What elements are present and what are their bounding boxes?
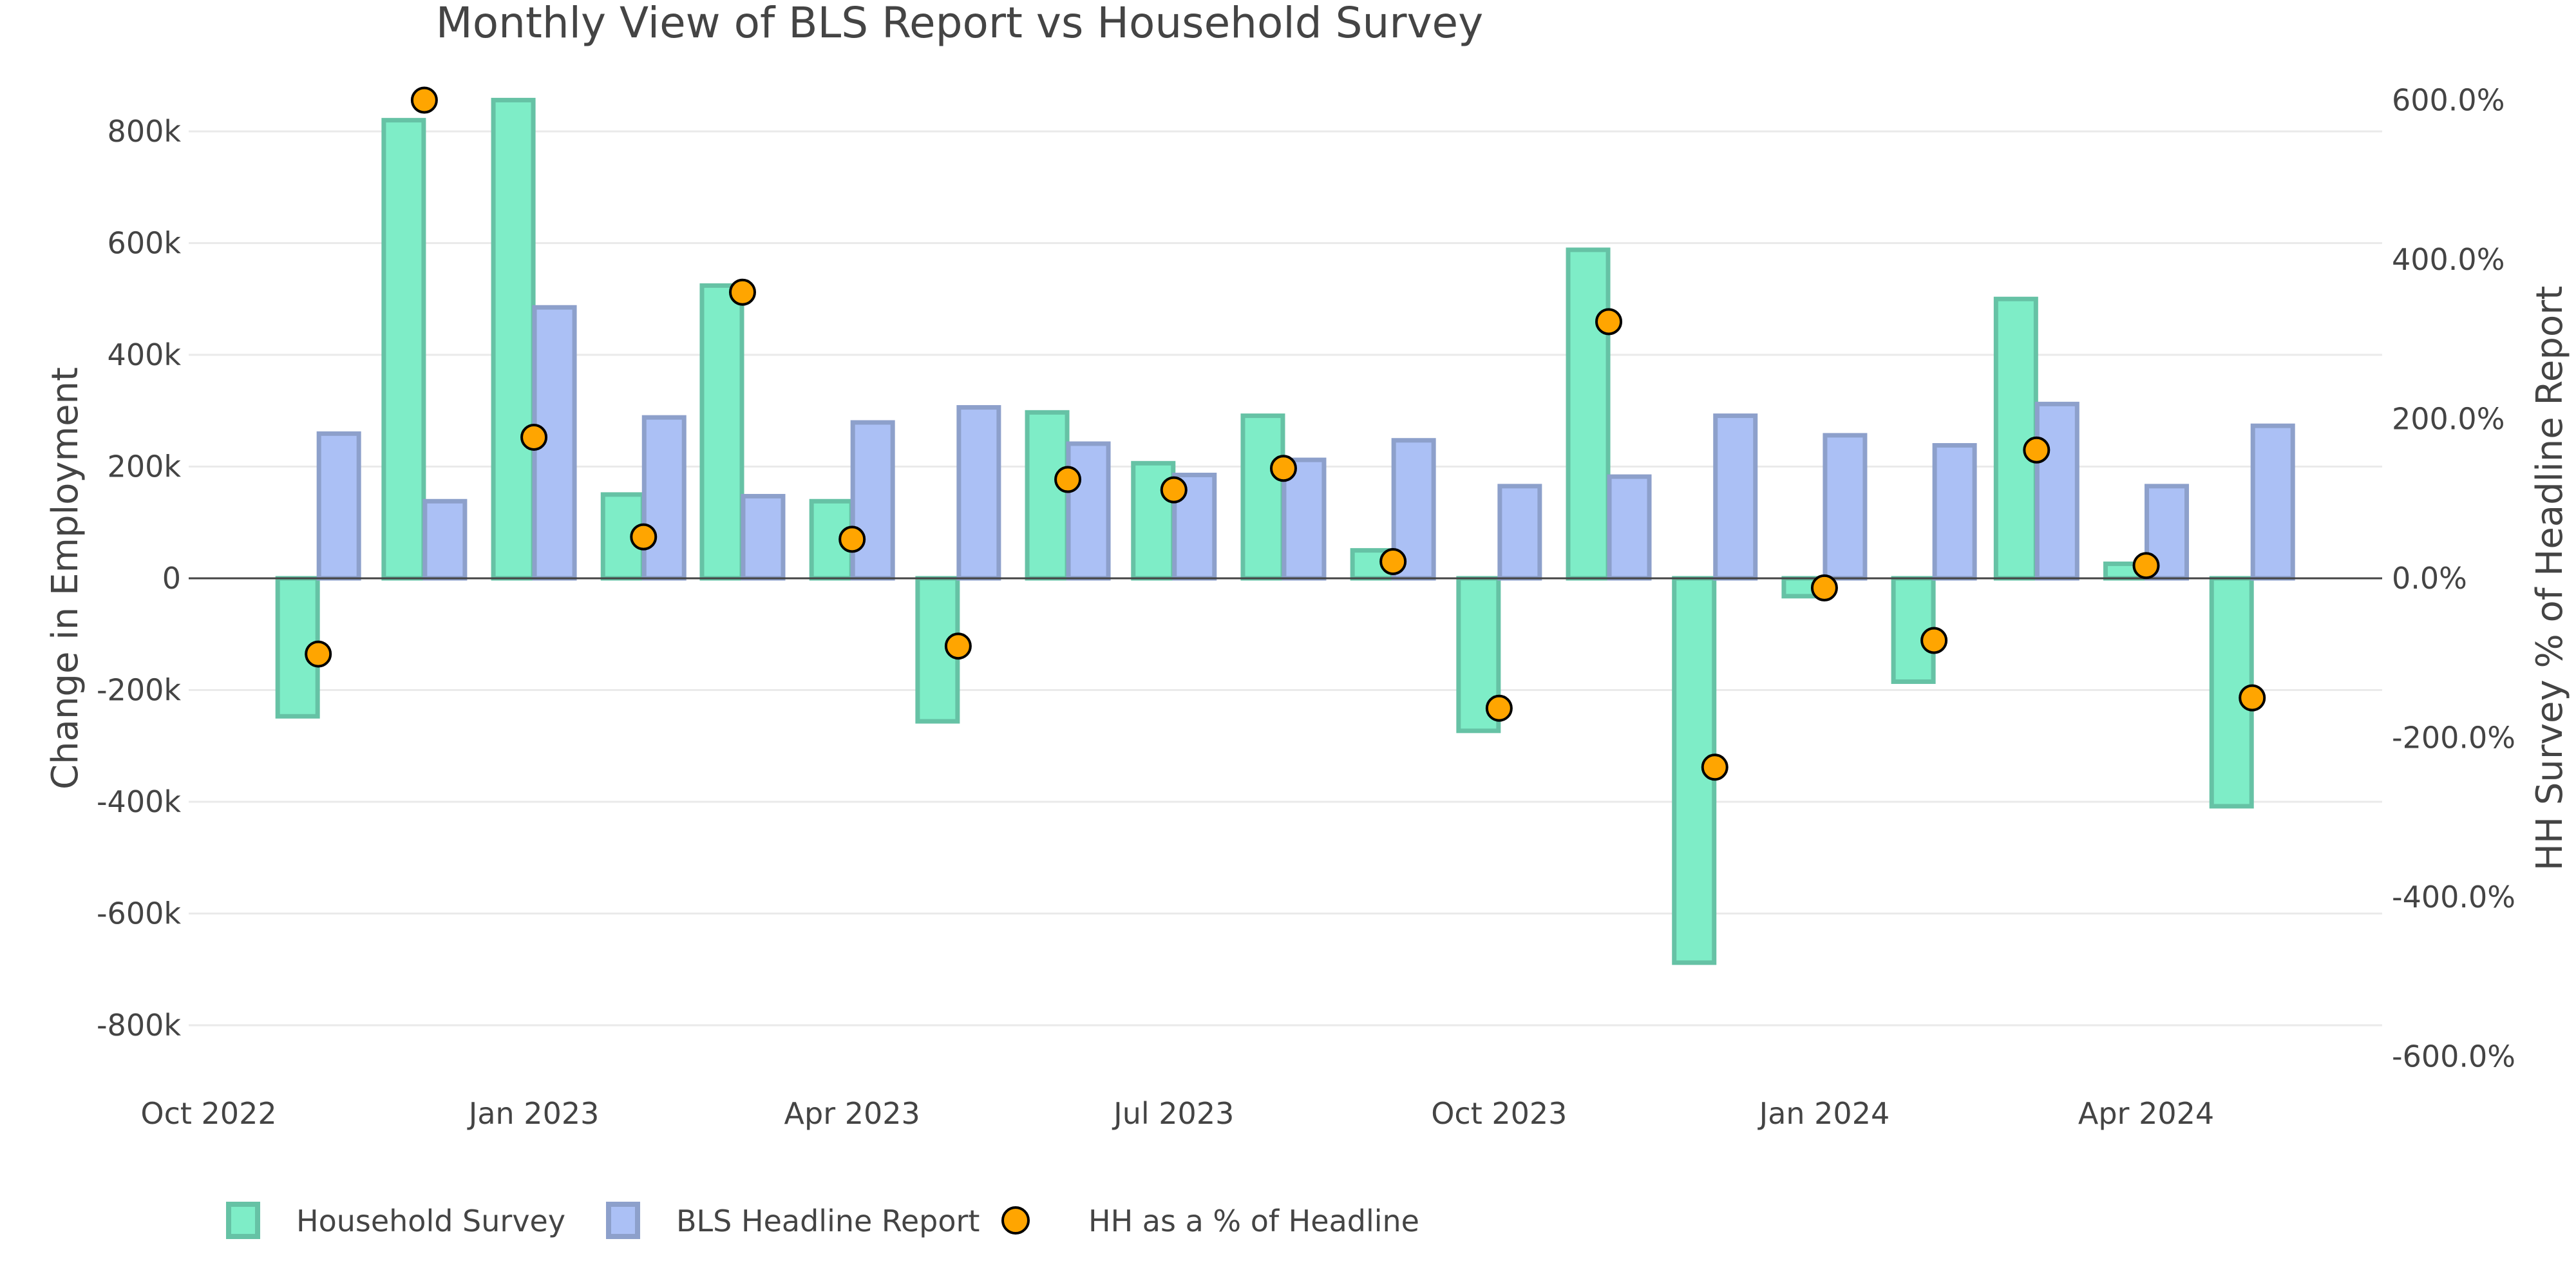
legend-swatch: [606, 1202, 640, 1239]
household-bar: [381, 118, 426, 581]
legend-marker: [1001, 1206, 1030, 1235]
legend-label: HH as a % of Headline: [1088, 1204, 1419, 1238]
x-tick-label: Oct 2023: [1431, 1096, 1567, 1131]
ratio-point: [1054, 466, 1082, 493]
bls-bar: [1497, 484, 1542, 581]
y-tick-label: -400k: [97, 784, 181, 819]
bls-bar: [1713, 413, 1758, 581]
bls-bar: [741, 493, 786, 581]
bls-bar: [2034, 401, 2079, 581]
x-tick-label: Jul 2023: [1112, 1096, 1234, 1131]
y2-tick-label: -400.0%: [2392, 880, 2515, 914]
ratio-point: [1160, 476, 1188, 504]
tick-labels: -800k -600k -400k -200k 0 200k 400k 600k 800k -60…: [97, 83, 2515, 1132]
bls-bar: [956, 405, 1001, 581]
y-tick-label: -800k: [97, 1008, 181, 1043]
ratio-point: [1379, 548, 1407, 576]
y2-tick-label: -200.0%: [2392, 721, 2515, 755]
ratio-point: [2132, 552, 2160, 580]
bls-bar: [316, 431, 361, 581]
bls-bar: [1823, 433, 1868, 581]
bls-bar: [1172, 473, 1217, 581]
bars: [275, 97, 2295, 965]
y2-tick-label: -600.0%: [2392, 1039, 2515, 1074]
ratio-point: [1269, 455, 1297, 482]
y-tick-label: 800k: [108, 114, 182, 149]
points: [305, 86, 2266, 781]
ratio-point: [305, 640, 332, 668]
ratio-point: [520, 423, 548, 451]
bls-bar: [850, 420, 895, 581]
legend-swatch: [226, 1202, 260, 1239]
y-tick-label: 400k: [108, 337, 182, 372]
household-bar: [1566, 247, 1611, 581]
ratio-point: [728, 278, 756, 306]
x-tick-label: Apr 2024: [2078, 1096, 2214, 1131]
bls-bar: [1066, 441, 1111, 581]
ratio-point: [2239, 684, 2266, 712]
y-axis-title: Change in Employment: [44, 367, 86, 790]
ratio-point: [2023, 436, 2050, 464]
y-tick-label: -200k: [97, 673, 181, 708]
y2-axis-title: HH Survey % of Headline Report: [2529, 286, 2571, 871]
legend: Household Survey BLS Headline Report HH as…: [226, 1202, 1419, 1239]
household-bar: [1025, 410, 1070, 581]
y2-tick-label: 0.0%: [2392, 561, 2467, 596]
y-tick-label: 600k: [108, 226, 182, 261]
ratio-point: [944, 632, 972, 660]
bls-bar: [422, 498, 468, 581]
household-bar: [1240, 413, 1285, 581]
ratio-point: [1810, 574, 1838, 601]
ratio-point: [1485, 694, 1513, 722]
legend-label: Household Survey: [296, 1204, 565, 1238]
bls-bar: [641, 415, 687, 581]
x-tick-label: Jan 2023: [467, 1096, 600, 1131]
household-bar: [1131, 460, 1176, 581]
household-bar: [699, 283, 744, 581]
x-tick-label: Oct 2022: [140, 1096, 276, 1131]
ratio-point: [630, 523, 658, 551]
ratio-point: [1920, 627, 1948, 654]
ratio-point: [1701, 753, 1728, 781]
y2-tick-label: 200.0%: [2392, 402, 2505, 437]
y2-tick-label: 400.0%: [2392, 242, 2505, 277]
y2-tick-label: 600.0%: [2392, 83, 2505, 118]
y-tick-label: 0: [162, 561, 181, 596]
ratio-point: [838, 526, 866, 553]
ratio-point: [410, 86, 438, 114]
legend-label: BLS Headline Report: [676, 1204, 980, 1238]
chart-title: Monthly View of BLS Report vs Household …: [436, 0, 1483, 48]
x-tick-label: Jan 2024: [1757, 1096, 1890, 1131]
bls-bar: [1932, 443, 1977, 581]
y-tick-label: 200k: [108, 450, 182, 484]
x-tick-label: Apr 2023: [784, 1096, 920, 1131]
bls-bar: [1607, 474, 1652, 581]
household-bar: [491, 97, 536, 581]
bls-bar: [2250, 423, 2295, 581]
ratio-point: [1595, 308, 1623, 336]
y-tick-label: -600k: [97, 896, 181, 931]
